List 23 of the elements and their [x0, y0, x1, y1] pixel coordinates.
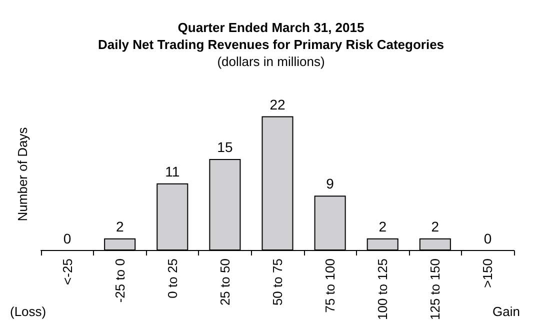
- data-label: 22: [270, 96, 286, 112]
- x-tick-label: 125 to 150: [428, 258, 443, 320]
- data-label: 11: [165, 163, 180, 180]
- y-axis-title: Number of Days: [15, 126, 30, 222]
- x-tick-label: 25 to 50: [217, 258, 232, 306]
- text: (Loss): [10, 304, 46, 319]
- data-label: 2: [431, 218, 440, 234]
- data-label: 9: [326, 176, 334, 192]
- data-label: 2: [116, 218, 124, 234]
- data-label: 15: [217, 139, 233, 156]
- data-label: 0: [63, 230, 72, 247]
- data-label: 2: [378, 218, 387, 234]
- x-tick-label: >150: [480, 258, 496, 288]
- text: Gain: [492, 304, 520, 319]
- x-tick-label: <-25: [60, 258, 75, 285]
- chart-subtitle: (dollars in millions): [217, 54, 325, 69]
- data-label: 0: [484, 230, 492, 247]
- x-tick-label: 75 to 100: [322, 258, 338, 313]
- chart-title: Quarter Ended March 31, 2015 Daily Net Trading Revenues for Primary Risk Categories: [98, 20, 444, 52]
- x-tick-label: -25 to 0: [112, 258, 128, 303]
- x-tick-label: 50 to 75: [270, 258, 285, 306]
- x-tick-label: 100 to 125: [375, 258, 390, 320]
- x-tick-label: 0 to 25: [164, 258, 180, 298]
